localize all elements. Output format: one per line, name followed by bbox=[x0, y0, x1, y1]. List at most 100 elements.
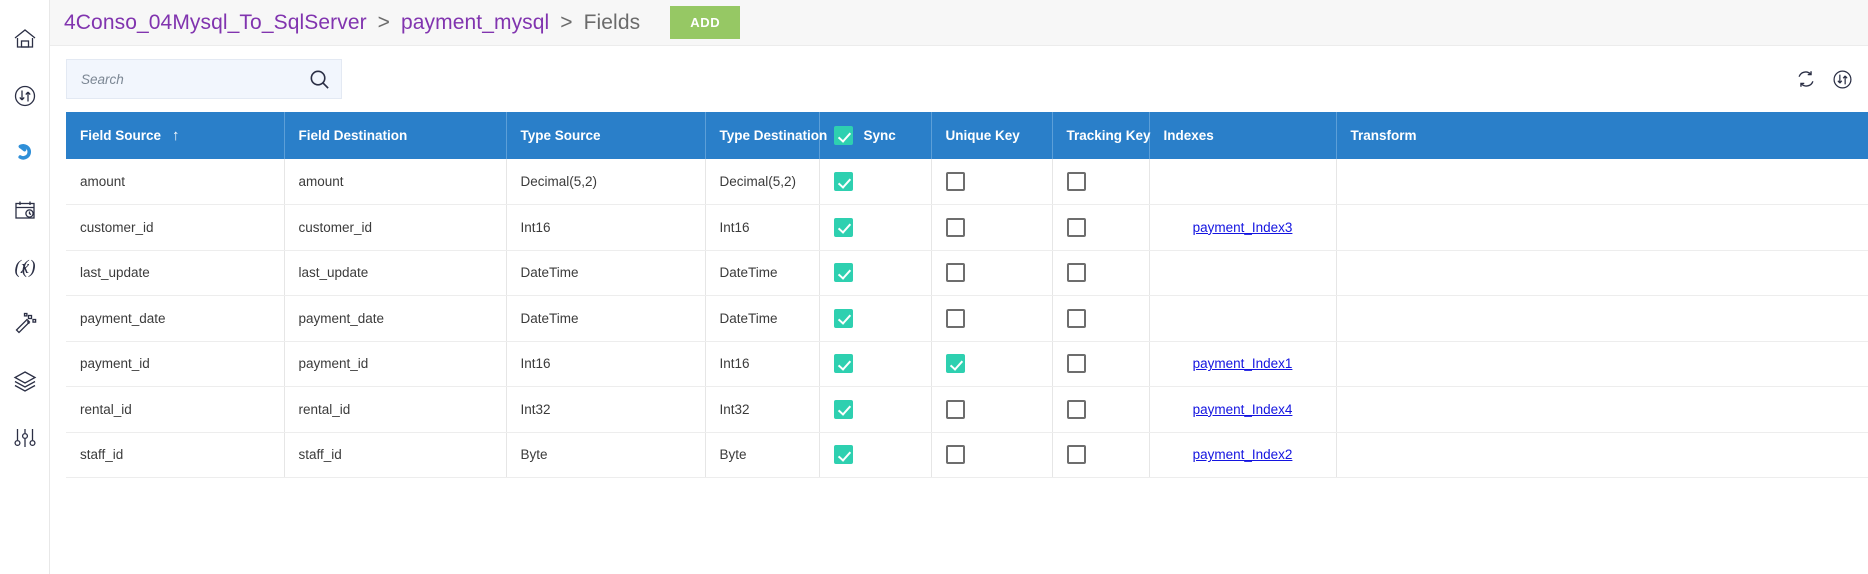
tracking-key-checkbox[interactable] bbox=[1066, 263, 1086, 283]
column-header-transform[interactable]: Transform bbox=[1336, 112, 1868, 159]
sync-checkbox[interactable] bbox=[833, 263, 853, 283]
tracking-key-cell bbox=[1052, 250, 1150, 296]
column-header-label: Field Source bbox=[80, 128, 162, 143]
sidebar-item-wizard[interactable] bbox=[0, 295, 50, 352]
cell-indexes: payment_Index4 bbox=[1149, 386, 1337, 433]
cell-type-source: Int16 bbox=[506, 341, 706, 387]
search-input[interactable] bbox=[81, 71, 308, 87]
breadcrumb-separator-1: > bbox=[377, 10, 391, 34]
table-row[interactable]: last_update last_update DateTime DateTime bbox=[66, 250, 1868, 296]
index-link[interactable]: payment_Index1 bbox=[1192, 356, 1293, 372]
index-link[interactable]: payment_Index2 bbox=[1192, 447, 1293, 463]
sync-checkbox[interactable] bbox=[833, 217, 853, 237]
table-header-row: Field Source ↑ Field Destination Type So bbox=[66, 112, 1868, 159]
cell-type-source: DateTime bbox=[506, 295, 706, 342]
sync-checkbox[interactable] bbox=[833, 172, 853, 191]
column-header-sync[interactable]: Sync bbox=[819, 112, 932, 159]
up-down-arrows-circle-icon[interactable] bbox=[1831, 68, 1854, 91]
cell-type-source: Int32 bbox=[506, 386, 706, 433]
unique-key-cell bbox=[931, 295, 1053, 342]
sort-ascending-icon: ↑ bbox=[172, 127, 180, 144]
table-body: amount amount Decimal(5,2) Decimal(5,2) cust… bbox=[66, 159, 1868, 478]
cell-type-destination: Decimal(5,2) bbox=[705, 159, 820, 205]
sync-checkbox[interactable] bbox=[833, 308, 853, 328]
cell-field-destination: payment_id bbox=[284, 341, 507, 387]
tracking-key-cell bbox=[1052, 432, 1150, 478]
sync-cell bbox=[819, 432, 932, 478]
refresh-sync-icon[interactable] bbox=[1795, 68, 1817, 90]
tracking-key-checkbox[interactable] bbox=[1066, 172, 1086, 191]
unique-key-checkbox[interactable] bbox=[945, 399, 965, 419]
cell-indexes: payment_Index3 bbox=[1149, 204, 1337, 251]
cell-field-destination: last_update bbox=[284, 250, 507, 296]
column-header-label: Unique Key bbox=[945, 128, 1020, 143]
unique-key-cell bbox=[931, 341, 1053, 387]
table-row[interactable]: payment_id payment_id Int16 Int16 payment_In… bbox=[66, 341, 1868, 387]
cell-field-source: last_update bbox=[66, 250, 285, 296]
breadcrumb: 4Conso_04Mysql_To_SqlServer > payment_my… bbox=[64, 11, 640, 35]
column-header-indexes[interactable]: Indexes bbox=[1149, 112, 1337, 159]
tracking-key-checkbox[interactable] bbox=[1066, 354, 1086, 374]
breadcrumb-project[interactable]: 4Conso_04Mysql_To_SqlServer bbox=[64, 10, 367, 34]
unique-key-cell bbox=[931, 159, 1053, 205]
column-header-type-source[interactable]: Type Source bbox=[506, 112, 706, 159]
column-header-unique-key[interactable]: Unique Key bbox=[931, 112, 1053, 159]
sync-transfer-icon bbox=[12, 83, 38, 109]
search-field-wrapper[interactable] bbox=[66, 59, 342, 99]
table-row[interactable]: staff_id staff_id Byte Byte payment_Index2 bbox=[66, 432, 1868, 478]
tracking-key-checkbox[interactable] bbox=[1066, 308, 1086, 328]
tracking-key-checkbox[interactable] bbox=[1066, 399, 1086, 419]
sidebar-item-layers[interactable] bbox=[0, 352, 50, 409]
add-button[interactable]: ADD bbox=[670, 6, 741, 39]
magic-wand-icon bbox=[12, 311, 38, 337]
sync-checkbox[interactable] bbox=[833, 354, 853, 374]
unique-key-checkbox[interactable] bbox=[945, 217, 965, 237]
toolbar-icons bbox=[1795, 46, 1854, 112]
cell-type-source: DateTime bbox=[506, 250, 706, 296]
cell-type-destination: DateTime bbox=[705, 295, 820, 342]
index-link[interactable]: payment_Index3 bbox=[1192, 219, 1293, 235]
unique-key-checkbox[interactable] bbox=[945, 354, 965, 374]
column-header-tracking-key[interactable]: Tracking Key bbox=[1052, 112, 1151, 159]
column-header-label: Type Source bbox=[520, 128, 601, 143]
sidebar-item-home[interactable] bbox=[0, 10, 50, 67]
search-icon[interactable] bbox=[308, 68, 331, 91]
sync-checkbox[interactable] bbox=[833, 399, 853, 419]
sync-cell bbox=[819, 295, 932, 342]
sidebar-item-capture[interactable] bbox=[0, 124, 50, 181]
cell-transform bbox=[1336, 295, 1868, 342]
unique-key-checkbox[interactable] bbox=[945, 263, 965, 283]
tracking-key-checkbox[interactable] bbox=[1066, 445, 1086, 465]
tracking-key-checkbox[interactable] bbox=[1066, 217, 1086, 237]
home-icon bbox=[12, 26, 38, 52]
sync-select-all-checkbox[interactable] bbox=[833, 126, 853, 145]
index-link[interactable]: payment_Index4 bbox=[1192, 401, 1293, 417]
main-content: 4Conso_04Mysql_To_SqlServer > payment_my… bbox=[50, 0, 1868, 574]
unique-key-checkbox[interactable] bbox=[945, 308, 965, 328]
cell-transform bbox=[1336, 386, 1868, 433]
sidebar-item-schedule[interactable] bbox=[0, 181, 50, 238]
table-row[interactable]: rental_id rental_id Int32 Int32 payment_Inde… bbox=[66, 386, 1868, 433]
cell-field-destination: amount bbox=[284, 159, 507, 205]
unique-key-checkbox[interactable] bbox=[945, 172, 965, 191]
table-row[interactable]: amount amount Decimal(5,2) Decimal(5,2) bbox=[66, 159, 1868, 205]
sliders-icon bbox=[12, 425, 38, 451]
unique-key-cell bbox=[931, 386, 1053, 433]
sidebar-nav: ( (x) bbox=[0, 0, 50, 574]
breadcrumb-bar: 4Conso_04Mysql_To_SqlServer > payment_my… bbox=[50, 0, 1868, 46]
sidebar-item-transfers[interactable] bbox=[0, 67, 50, 124]
column-header-field-destination[interactable]: Field Destination bbox=[284, 112, 507, 159]
cell-indexes: payment_Index2 bbox=[1149, 432, 1337, 478]
breadcrumb-table[interactable]: payment_mysql bbox=[400, 10, 550, 34]
unique-key-checkbox[interactable] bbox=[945, 445, 965, 465]
sidebar-item-settings[interactable] bbox=[0, 409, 50, 466]
column-header-field-source[interactable]: Field Source ↑ bbox=[66, 112, 285, 159]
column-header-type-destination[interactable]: Type Destination bbox=[705, 112, 827, 159]
cell-indexes: payment_Index1 bbox=[1149, 341, 1337, 387]
table-row[interactable]: customer_id customer_id Int16 Int16 payment_… bbox=[66, 204, 1868, 251]
sync-checkbox[interactable] bbox=[833, 445, 853, 465]
search-bar bbox=[50, 46, 1868, 112]
sidebar-item-expressions[interactable]: ( (x) bbox=[0, 238, 50, 295]
cell-transform bbox=[1336, 159, 1868, 205]
table-row[interactable]: payment_date payment_date DateTime DateTime bbox=[66, 295, 1868, 342]
